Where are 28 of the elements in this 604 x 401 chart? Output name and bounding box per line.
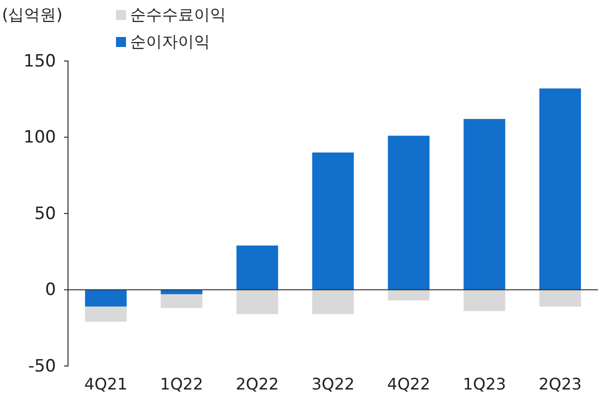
bar	[85, 306, 127, 322]
legend-label: 순수수료이익	[130, 5, 226, 24]
y-tick-label: -50	[28, 356, 56, 376]
x-tick-label: 4Q21	[84, 374, 128, 394]
y-axis-title: (십억원)	[2, 5, 62, 24]
bar	[236, 290, 278, 314]
bar	[388, 136, 430, 290]
y-tick-label: 100	[24, 128, 56, 148]
bar	[85, 290, 127, 307]
bar	[464, 290, 506, 312]
bar	[160, 294, 202, 308]
x-tick-label: 2Q22	[236, 374, 279, 394]
x-tick-label: 3Q22	[311, 374, 355, 394]
y-tick-label: 0	[45, 280, 56, 300]
bar	[539, 290, 581, 307]
x-tick-label: 2Q23	[538, 374, 582, 394]
bar	[388, 290, 430, 300]
bar	[312, 290, 354, 314]
legend-label: 순이자이익	[130, 32, 210, 51]
bar	[312, 152, 354, 290]
y-tick-label: 50	[34, 204, 56, 224]
bar	[539, 88, 581, 290]
x-tick-label: 1Q23	[462, 374, 506, 394]
x-tick-label: 4Q22	[387, 374, 430, 394]
bar	[464, 118, 506, 290]
bar	[236, 246, 278, 290]
x-tick-label: 1Q22	[160, 374, 204, 394]
y-tick-label: 150	[24, 51, 56, 72]
